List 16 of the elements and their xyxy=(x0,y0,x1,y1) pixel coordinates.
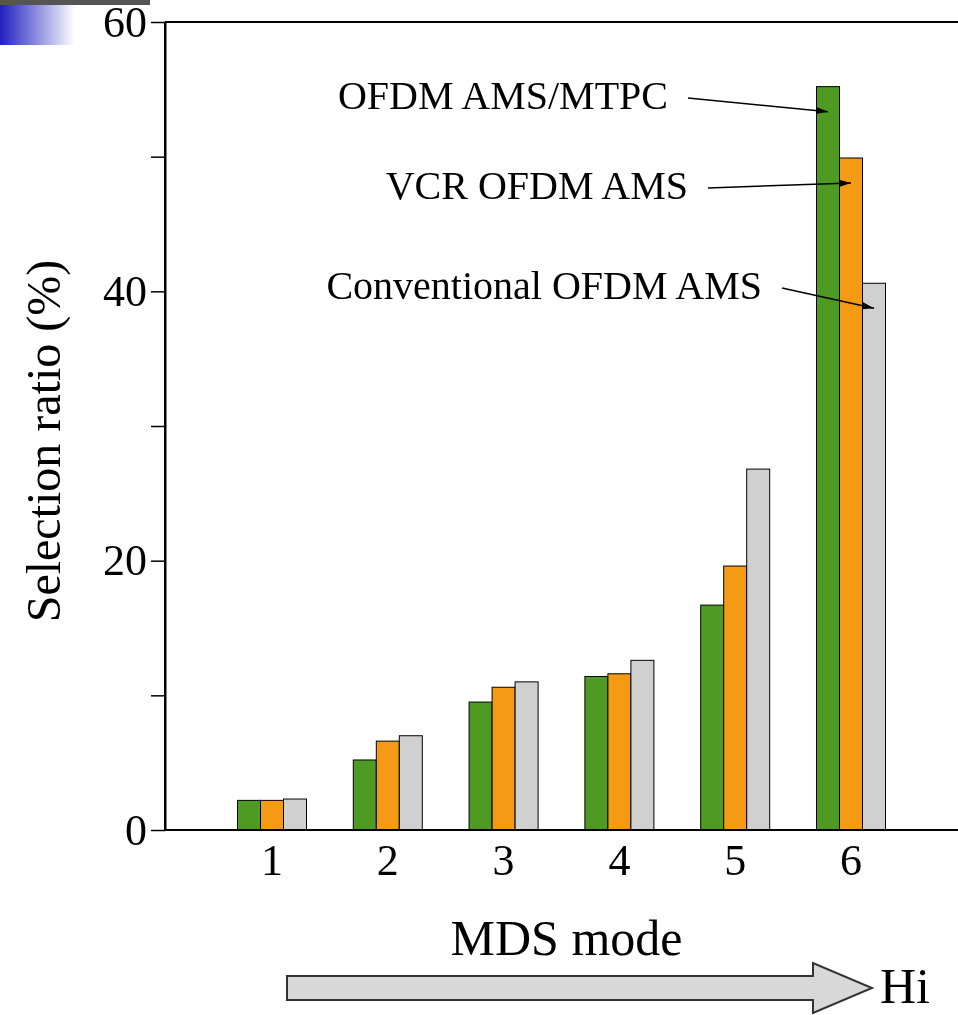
text: Hi xyxy=(880,958,930,1014)
x-tick-label: 1 xyxy=(261,836,283,885)
x-tick-label: 3 xyxy=(492,836,515,885)
y-tick-label: 60 xyxy=(103,0,147,47)
x-axis-title: MDS mode xyxy=(450,910,683,966)
x-tick-label: 6 xyxy=(840,836,862,885)
y-tick-label: 20 xyxy=(103,536,147,586)
x-tick-label: 5 xyxy=(724,836,747,885)
x-tick-label: 2 xyxy=(376,836,399,885)
y-tick-label: 0 xyxy=(125,805,147,855)
legend-label: VCR OFDM AMS xyxy=(385,163,688,208)
y-tick-label: 40 xyxy=(103,266,147,316)
legend-label: OFDM AMS/MTPC xyxy=(337,73,668,118)
y-axis-title: Selection ratio (%) xyxy=(17,259,71,623)
x-tick-label: 4 xyxy=(608,836,631,885)
legend-label: Conventional OFDM AMS xyxy=(326,263,762,308)
